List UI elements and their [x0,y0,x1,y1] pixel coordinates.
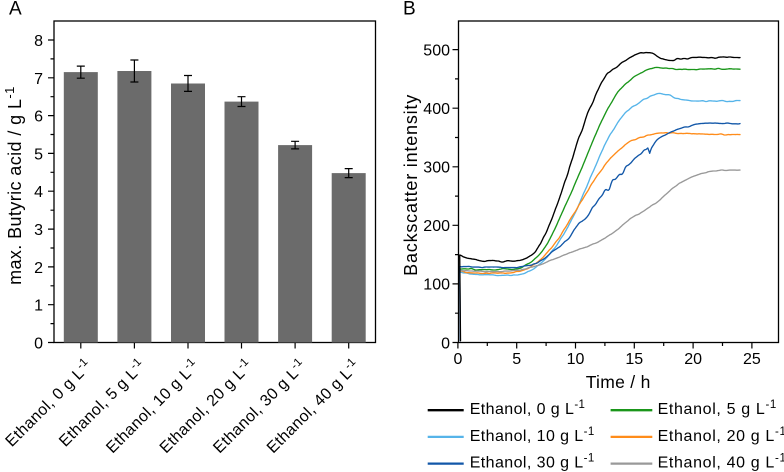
svg-text:500: 500 [423,42,450,59]
svg-text:8: 8 [34,33,43,50]
svg-text:7: 7 [34,71,43,88]
svg-text:1: 1 [34,298,43,315]
svg-text:3: 3 [34,222,43,239]
svg-text:200: 200 [423,218,450,235]
svg-text:4: 4 [34,184,43,201]
svg-text:0: 0 [34,336,43,353]
svg-text:Backscatter intensity: Backscatter intensity [401,94,421,276]
svg-text:20: 20 [684,351,702,368]
svg-text:Ethanol, 5 g L-1: Ethanol, 5 g L-1 [658,399,777,418]
svg-text:Ethanol, 0 g L-1: Ethanol, 0 g L-1 [470,399,586,418]
svg-text:Ethanol, 30 g L-1: Ethanol, 30 g L-1 [470,453,595,472]
svg-text:Time / h: Time / h [586,372,651,392]
svg-text:A: A [9,0,22,20]
svg-text:2: 2 [34,260,43,277]
svg-text:B: B [403,0,416,20]
svg-text:400: 400 [423,101,450,118]
svg-text:25: 25 [743,351,761,368]
svg-text:max. Butyric acid / g L-1: max. Butyric acid / g L-1 [2,86,25,285]
svg-text:10: 10 [567,351,585,368]
svg-text:15: 15 [625,351,643,368]
svg-text:Ethanol, 10 g L-1: Ethanol, 10 g L-1 [470,426,595,445]
svg-text:6: 6 [34,109,43,126]
svg-text:Ethanol, 20 g L-1: Ethanol, 20 g L-1 [658,426,784,445]
svg-text:0: 0 [441,335,450,352]
svg-text:0: 0 [453,351,462,368]
svg-text:300: 300 [423,160,450,177]
svg-text:5: 5 [34,146,43,163]
svg-text:100: 100 [423,277,450,294]
svg-text:Ethanol, 40 g L-1: Ethanol, 40 g L-1 [658,453,784,472]
svg-text:5: 5 [512,351,521,368]
